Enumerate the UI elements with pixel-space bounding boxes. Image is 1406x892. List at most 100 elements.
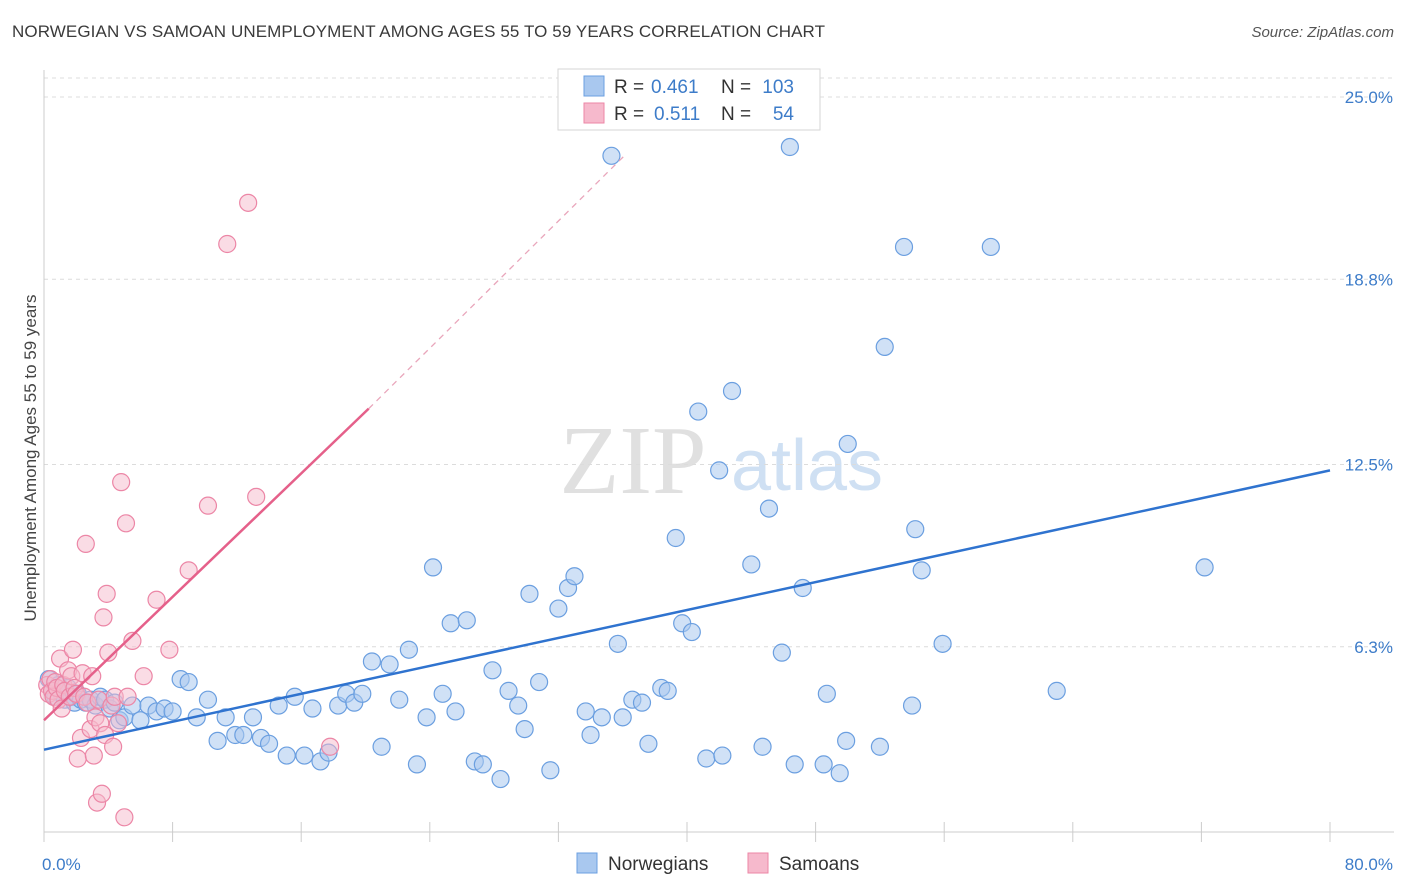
watermark-atlas: atlas bbox=[731, 426, 883, 506]
norwegians-point bbox=[380, 655, 399, 674]
norwegians-point bbox=[530, 672, 549, 692]
norwegians-point bbox=[602, 146, 621, 165]
series-legend: Norwegians Samoans bbox=[576, 852, 859, 875]
legend-r-value-blue: 0.461 bbox=[651, 77, 699, 98]
samoans-point bbox=[116, 514, 136, 533]
samoans-point bbox=[160, 640, 179, 659]
norwegians-point bbox=[592, 708, 611, 727]
legend-n-value-pink: 54 bbox=[773, 104, 795, 125]
norwegians-point bbox=[483, 661, 502, 680]
norwegians-point bbox=[473, 755, 492, 774]
legend-n-label-blue: N = bbox=[721, 77, 751, 98]
y-tick-label: 6.3% bbox=[1354, 638, 1393, 657]
bottom-legend-swatch-samoans bbox=[747, 852, 769, 874]
norwegians-point bbox=[234, 725, 253, 745]
norwegians-point bbox=[565, 567, 584, 586]
norwegians-point bbox=[981, 237, 1000, 257]
norwegians-point bbox=[759, 499, 779, 518]
norwegians-point bbox=[902, 696, 922, 715]
samoans-point bbox=[134, 667, 153, 686]
norwegians-point bbox=[269, 696, 288, 715]
norwegians-point bbox=[697, 749, 716, 768]
norwegians-point bbox=[446, 702, 465, 721]
norwegians-point bbox=[1047, 681, 1066, 700]
x-tick-label-max: 80.0% bbox=[1345, 855, 1393, 874]
norwegians-point bbox=[581, 725, 600, 745]
samoans-point bbox=[218, 234, 237, 254]
norwegians-point bbox=[632, 693, 652, 712]
samoans-point bbox=[68, 749, 87, 768]
norwegians-point bbox=[870, 737, 890, 756]
bottom-legend-label-norwegians: Norwegians bbox=[608, 854, 708, 875]
norwegians-point bbox=[722, 381, 742, 401]
samoans-points bbox=[38, 193, 340, 827]
samoans-trend-extension bbox=[368, 155, 625, 410]
norwegians-point bbox=[666, 528, 685, 548]
norwegians-point bbox=[259, 734, 279, 753]
samoans-point bbox=[97, 584, 116, 603]
norwegians-point bbox=[423, 558, 443, 577]
norwegians-point bbox=[793, 578, 812, 598]
samoans-point bbox=[108, 714, 128, 733]
norwegians-point bbox=[441, 614, 460, 633]
norwegians-trend-line bbox=[43, 469, 1331, 751]
norwegians-point bbox=[830, 764, 849, 783]
norwegians-point bbox=[906, 520, 925, 539]
bottom-legend-swatch-norwegians bbox=[576, 852, 598, 874]
samoans-point bbox=[321, 737, 340, 756]
x-tick-marks bbox=[43, 822, 1331, 842]
grid-lines bbox=[44, 77, 1394, 648]
samoans-point bbox=[63, 640, 83, 659]
samoans-point bbox=[118, 687, 137, 706]
norwegians-point bbox=[875, 337, 894, 356]
legend-n-value-blue: 103 bbox=[762, 77, 794, 98]
norwegians-point bbox=[433, 684, 452, 703]
samoans-point bbox=[115, 808, 134, 827]
norwegians-point bbox=[216, 708, 235, 727]
samoans-point bbox=[84, 746, 103, 765]
norwegians-point bbox=[933, 634, 952, 653]
norwegians-point bbox=[303, 699, 322, 718]
norwegians-point bbox=[390, 690, 409, 709]
norwegians-point bbox=[613, 708, 632, 727]
norwegians-point bbox=[894, 237, 914, 257]
legend-n-label-pink: N = bbox=[721, 104, 751, 125]
bottom-legend-label-samoans: Samoans bbox=[779, 854, 859, 875]
samoans-trend-line bbox=[43, 407, 370, 722]
norwegians-point bbox=[742, 555, 761, 574]
norwegians-point bbox=[457, 611, 476, 630]
trend-lines bbox=[43, 155, 1331, 751]
watermark-zip: ZIP bbox=[560, 407, 707, 515]
norwegians-point bbox=[817, 684, 836, 703]
y-tick-label: 18.8% bbox=[1345, 270, 1393, 289]
norwegians-point bbox=[353, 684, 372, 703]
y-tick-labels: 6.3% 12.5% 18.8% 25.0% bbox=[1345, 88, 1393, 657]
norwegians-point bbox=[689, 402, 708, 421]
x-tick-label-min: 0.0% bbox=[42, 855, 81, 874]
norwegians-point bbox=[785, 755, 804, 774]
norwegians-point bbox=[509, 696, 528, 715]
norwegians-point bbox=[639, 734, 658, 753]
samoans-point bbox=[99, 643, 118, 662]
source-label: Source: ZipAtlas.com bbox=[1251, 24, 1394, 41]
samoans-point bbox=[239, 193, 258, 212]
norwegians-point bbox=[608, 634, 627, 653]
norwegians-point bbox=[838, 434, 857, 454]
y-tick-label: 25.0% bbox=[1345, 88, 1393, 107]
norwegians-point bbox=[520, 584, 539, 603]
samoans-point bbox=[83, 667, 102, 686]
samoans-point bbox=[94, 608, 113, 627]
norwegians-point bbox=[198, 690, 218, 709]
y-axis-title: Unemployment Among Ages 55 to 59 years bbox=[21, 295, 40, 622]
samoans-point bbox=[147, 590, 166, 609]
y-tick-label: 12.5% bbox=[1345, 456, 1393, 475]
norwegians-point bbox=[399, 640, 419, 659]
samoans-point bbox=[179, 561, 198, 580]
norwegians-point bbox=[362, 652, 382, 671]
samoans-point bbox=[92, 784, 111, 803]
norwegians-point bbox=[243, 708, 263, 727]
norwegians-point bbox=[179, 672, 198, 692]
axes bbox=[43, 70, 1394, 833]
legend-swatch-pink bbox=[583, 102, 605, 124]
